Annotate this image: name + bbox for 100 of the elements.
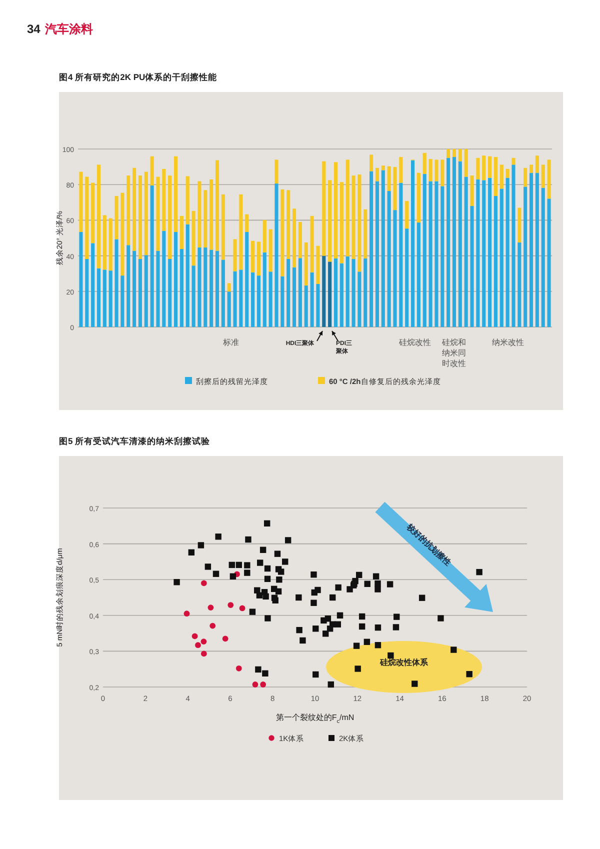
bar (346, 256, 350, 327)
point (200, 580, 207, 586)
bar (440, 160, 444, 186)
bar (210, 250, 214, 327)
bar (120, 192, 124, 276)
bar (310, 216, 314, 272)
bar (416, 172, 420, 223)
annotation: 较好的抗划擦性 (404, 522, 453, 568)
bar (352, 176, 356, 260)
bar (422, 152, 426, 174)
bar (186, 224, 190, 327)
bar (458, 161, 462, 327)
bar (547, 160, 551, 199)
bar (204, 190, 208, 248)
bar (162, 230, 166, 327)
bar (440, 186, 444, 327)
bar (506, 168, 510, 178)
bar (251, 272, 255, 327)
bar (541, 188, 545, 327)
bar (91, 243, 95, 327)
bar (410, 160, 415, 327)
bar (233, 271, 237, 327)
bar (126, 176, 130, 246)
annotation: 硅烷改性体系 (379, 658, 429, 667)
bar (470, 206, 474, 327)
bar (316, 284, 320, 327)
point (222, 636, 228, 642)
bar (192, 266, 196, 327)
bar (256, 242, 260, 276)
bar (446, 149, 450, 158)
text: 硅烷改性 (398, 338, 431, 347)
bar (399, 157, 403, 183)
x-axis-title: 第一个裂纹处的F$_{c}$/mN (276, 713, 354, 725)
bar (96, 164, 101, 268)
bar (102, 270, 106, 327)
bar (334, 258, 338, 327)
bar (268, 229, 272, 272)
bar (233, 239, 237, 272)
bar (529, 164, 534, 173)
bar (399, 182, 403, 327)
bar (108, 218, 112, 271)
bar (274, 184, 278, 327)
bar (114, 196, 118, 240)
bar (476, 179, 480, 327)
bar (262, 252, 266, 327)
bar (120, 276, 124, 327)
bar (488, 178, 492, 327)
bar (85, 176, 89, 260)
bar (322, 161, 326, 256)
bar (352, 259, 356, 327)
bar (180, 216, 184, 250)
bar (79, 232, 83, 327)
bar (346, 160, 350, 256)
bar (239, 270, 243, 327)
point (184, 610, 190, 617)
bar (506, 178, 510, 327)
bar (114, 239, 118, 327)
bar (387, 191, 391, 327)
point (228, 602, 234, 608)
bar (375, 181, 379, 327)
bar (138, 176, 142, 260)
bar (434, 160, 438, 182)
bar (370, 171, 374, 327)
bar (132, 250, 136, 327)
point (192, 633, 198, 640)
bar (518, 208, 522, 242)
text: 硅烷和纳米同时改性 (441, 338, 466, 368)
bar (494, 157, 498, 196)
bar (452, 157, 456, 327)
bar (547, 198, 551, 327)
bar (251, 240, 255, 272)
bar (488, 156, 492, 178)
bar (393, 210, 397, 327)
bar (428, 181, 432, 327)
text: 标准 (222, 338, 239, 347)
bar (464, 149, 468, 177)
point (208, 604, 214, 610)
bar (304, 286, 308, 327)
bar (186, 176, 190, 224)
bar (215, 160, 220, 251)
bar (322, 256, 326, 327)
bar (458, 149, 462, 162)
bar (96, 268, 101, 327)
bar (358, 174, 362, 272)
bar (286, 259, 290, 327)
text: 汽车涂料 (44, 22, 93, 36)
bar (364, 209, 368, 258)
bar (262, 220, 266, 252)
bar (316, 246, 320, 284)
bar (387, 166, 391, 192)
bar (298, 222, 302, 258)
bar (180, 249, 184, 327)
point (210, 622, 216, 629)
bar (150, 185, 154, 327)
bar (256, 276, 260, 327)
bar (174, 156, 178, 232)
bar (245, 232, 249, 327)
bar (512, 158, 516, 165)
bar (227, 292, 231, 327)
bar (422, 174, 426, 327)
